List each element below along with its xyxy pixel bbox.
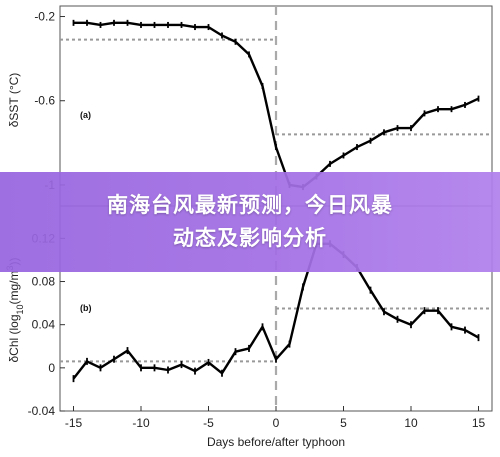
x-tick-label: -10 — [132, 416, 150, 430]
x-tick-label: 0 — [273, 416, 280, 430]
y-tick-label: -0.2 — [34, 10, 55, 24]
x-tick-label: 10 — [404, 416, 418, 430]
x-tick-label: 5 — [340, 416, 347, 430]
banner-line-1: 南海台风最新预测，今日风暴 — [107, 193, 393, 217]
y-tick-label: 0.08 — [32, 275, 56, 289]
x-axis-title: Days before/after typhoon — [207, 435, 345, 449]
y-axis-title-chl: δChl (log10(mg/m3)) — [5, 257, 25, 362]
y-tick-label: -0.04 — [28, 404, 56, 418]
y-tick-label: 0.04 — [32, 318, 56, 332]
panel-a: -0.2-0.6-1(a) — [34, 10, 492, 192]
panel-label: (a) — [80, 110, 91, 120]
panel-label: (b) — [80, 303, 92, 313]
y-tick-label: -0.6 — [34, 94, 55, 108]
x-tick-label: -15 — [65, 416, 83, 430]
y-axis-title-sst: δSST (°C) — [7, 73, 21, 128]
y-tick-label: 0 — [48, 361, 55, 375]
title-banner: 南海台风最新预测，今日风暴 动态及影响分析 — [0, 172, 500, 272]
x-tick-label: -5 — [203, 416, 214, 430]
x-tick-label: 15 — [472, 416, 486, 430]
banner-line-2: 动态及影响分析 — [173, 226, 327, 250]
